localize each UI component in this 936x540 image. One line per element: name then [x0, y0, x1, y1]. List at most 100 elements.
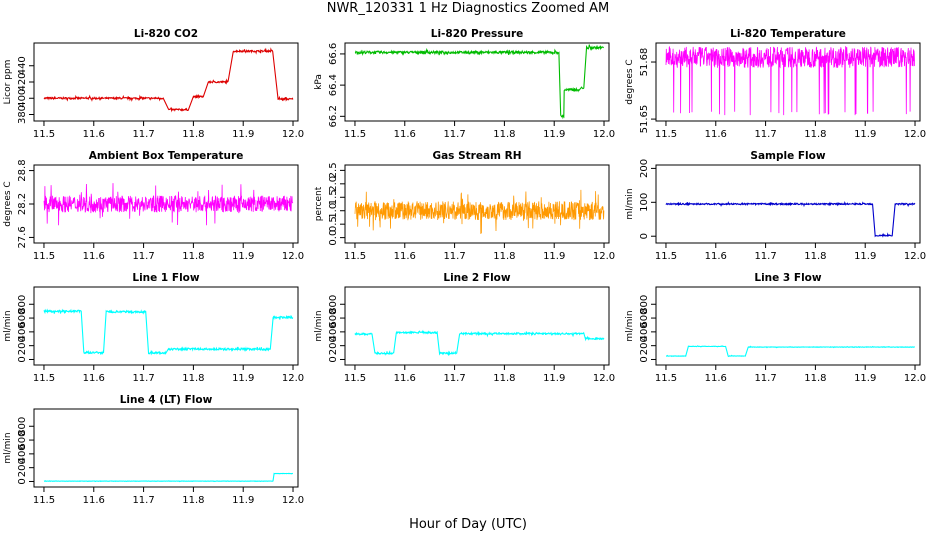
panel-10: Line 4 (LT) Flow ml/min 11.5 11.6 11.7 11.8 11…: [3, 394, 304, 506]
x-tick-label: 11.5: [344, 251, 366, 262]
y-tick-label: 0: [17, 478, 28, 484]
panel-6: Sample Flow ml/min 11.5 11.6 11.7 11.8 11.9 12.…: [625, 150, 926, 262]
x-tick-label: 11.5: [33, 251, 55, 262]
panel-title: Li-820 Temperature: [730, 28, 846, 40]
x-tick-label: 11.8: [493, 129, 515, 140]
panel-title: Line 3 Flow: [754, 272, 821, 284]
y-axis-label: degrees C: [3, 181, 13, 226]
y-axis-label: degrees C: [625, 59, 635, 104]
x-tick-label: 11.6: [394, 251, 416, 262]
y-tick-label: 0.5: [328, 216, 339, 232]
x-tick-label: 11.7: [754, 251, 776, 262]
y-tick-label: 400: [17, 444, 28, 463]
y-tick-label: 51.68: [639, 48, 650, 77]
data-series-line: [665, 45, 916, 116]
y-tick-label: 800: [17, 295, 28, 314]
y-tick-label: 0: [328, 356, 339, 362]
y-tick-label: 400: [639, 322, 650, 341]
data-series-line: [43, 308, 294, 356]
plot-frame: [655, 42, 921, 122]
x-tick-label: 11.6: [83, 373, 105, 384]
x-tick-label: 12.0: [282, 129, 304, 140]
y-tick-label: 400: [17, 89, 28, 108]
x-tick-label: 11.6: [394, 373, 416, 384]
data-series-line: [354, 44, 605, 120]
panel-title: Gas Stream RH: [432, 150, 521, 162]
x-tick-label: 11.5: [33, 495, 55, 506]
y-tick-label: 420: [17, 72, 28, 91]
y-tick-label: 200: [17, 336, 28, 355]
x-tick-label: 11.9: [543, 373, 565, 384]
figure-title: NWR_120331 1 Hz Diagnostics Zoomed AM: [326, 1, 610, 16]
data-series-line: [665, 201, 916, 238]
x-tick-label: 11.7: [443, 129, 465, 140]
x-tick-label: 11.8: [804, 251, 826, 262]
x-tick-label: 11.7: [754, 373, 776, 384]
y-tick-label: 66.2: [328, 105, 339, 127]
y-tick-label: 600: [17, 309, 28, 328]
x-tick-label: 11.7: [132, 373, 154, 384]
y-tick-label: 1.5: [328, 189, 339, 205]
x-tick-label: 11.5: [655, 251, 677, 262]
y-axis-label: Licor ppm: [3, 60, 13, 105]
x-tick-label: 11.9: [543, 129, 565, 140]
x-tick-label: 11.5: [655, 129, 677, 140]
y-tick-label: 200: [639, 159, 650, 178]
y-tick-label: 600: [639, 309, 650, 328]
y-tick-label: 200: [17, 458, 28, 477]
y-axis-label: ml/min: [3, 310, 13, 341]
y-tick-label: 1.0: [328, 203, 339, 219]
x-tick-label: 11.8: [182, 129, 204, 140]
y-tick-label: 400: [328, 322, 339, 341]
x-tick-label: 11.6: [705, 129, 727, 140]
x-tick-label: 12.0: [904, 373, 926, 384]
y-tick-label: 0: [17, 356, 28, 362]
panel-title: Line 4 (LT) Flow: [120, 394, 213, 406]
y-tick-label: 200: [639, 336, 650, 355]
plot-frame: [655, 164, 921, 244]
x-tick-label: 11.9: [232, 251, 254, 262]
x-tick-label: 11.5: [344, 129, 366, 140]
x-tick-label: 11.7: [132, 495, 154, 506]
y-tick-label: 51.65: [639, 105, 650, 134]
data-series-line: [43, 183, 294, 226]
y-tick-label: 380: [17, 105, 28, 124]
y-tick-label: 0.0: [328, 230, 339, 246]
x-tick-label: 11.5: [33, 373, 55, 384]
y-axis-label: percent: [314, 186, 324, 221]
panel-4: Ambient Box Temperature degrees C 11.5 11.6…: [3, 150, 304, 262]
panel-2: Li-820 Pressure kPa 11.5 11.6 11.7 11.8 11.9 12…: [314, 28, 615, 140]
y-tick-label: 800: [328, 295, 339, 314]
y-tick-label: 0: [639, 356, 650, 362]
x-tick-label: 11.7: [132, 129, 154, 140]
panel-title: Line 2 Flow: [443, 272, 510, 284]
x-tick-label: 11.7: [754, 129, 776, 140]
x-tick-label: 11.7: [132, 251, 154, 262]
y-tick-label: 2.5: [328, 162, 339, 178]
y-axis-label: kPa: [314, 74, 324, 90]
panel-title: Sample Flow: [750, 150, 825, 162]
x-tick-label: 11.6: [83, 251, 105, 262]
plot-frame: [33, 286, 299, 366]
y-tick-label: 28.2: [17, 193, 28, 215]
x-tick-label: 11.9: [232, 495, 254, 506]
data-series-line: [354, 329, 605, 356]
x-tick-label: 11.9: [232, 129, 254, 140]
x-tick-label: 11.7: [443, 251, 465, 262]
y-tick-label: 800: [639, 295, 650, 314]
plot-frame: [344, 164, 610, 244]
x-tick-label: 12.0: [593, 373, 615, 384]
x-tick-label: 12.0: [282, 251, 304, 262]
y-tick-label: 100: [639, 193, 650, 212]
x-tick-label: 11.6: [394, 129, 416, 140]
panel-title: Li-820 CO2: [134, 28, 198, 40]
x-tick-label: 11.6: [705, 251, 727, 262]
x-tick-label: 12.0: [282, 495, 304, 506]
x-tick-label: 11.8: [182, 373, 204, 384]
y-tick-label: 600: [328, 309, 339, 328]
data-series-line: [43, 472, 294, 483]
y-axis-label: ml/min: [3, 432, 13, 463]
y-tick-label: 800: [17, 417, 28, 436]
panel-1: Li-820 CO2 Licor ppm 11.5 11.6 11.7 11.8 11.9 1…: [3, 28, 304, 140]
